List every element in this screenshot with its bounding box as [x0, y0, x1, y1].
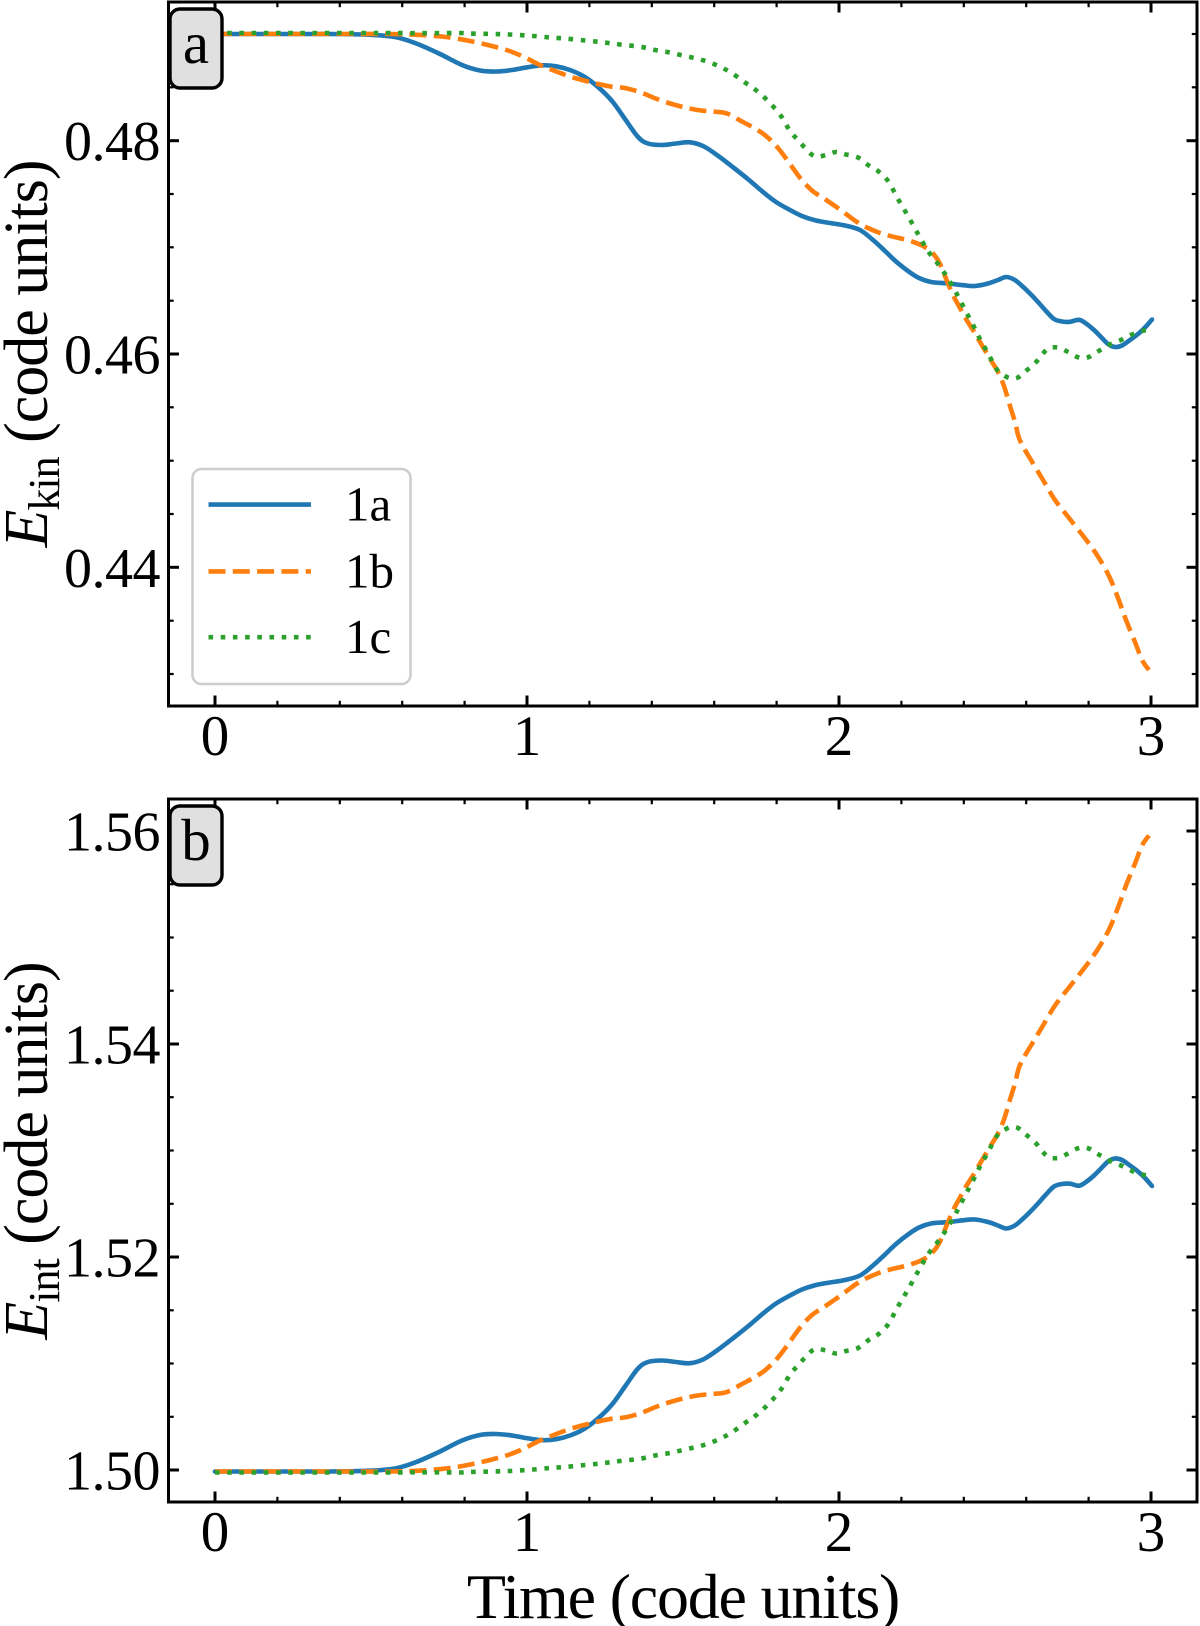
svg-text:Time (code units): Time (code units) [467, 1561, 899, 1626]
svg-text:Ekin (code units): Ekin (code units) [0, 160, 69, 548]
svg-text:0.44: 0.44 [64, 538, 161, 600]
svg-text:Eint (code units): Eint (code units) [0, 962, 69, 1340]
svg-text:3: 3 [1137, 1501, 1166, 1564]
svg-text:a: a [183, 10, 209, 76]
svg-text:1c: 1c [345, 609, 391, 664]
svg-text:0.48: 0.48 [64, 111, 160, 173]
svg-text:1: 1 [513, 1501, 542, 1564]
svg-text:1.56: 1.56 [64, 802, 160, 864]
svg-text:1.54: 1.54 [64, 1015, 161, 1077]
svg-text:2: 2 [825, 705, 854, 768]
svg-text:b: b [181, 807, 211, 873]
svg-text:1: 1 [513, 705, 542, 768]
svg-text:1a: 1a [345, 477, 392, 532]
svg-text:0: 0 [201, 705, 230, 768]
svg-text:2: 2 [825, 1501, 854, 1564]
svg-text:0.46: 0.46 [64, 325, 160, 387]
svg-text:1.50: 1.50 [64, 1441, 160, 1503]
svg-text:1.52: 1.52 [64, 1228, 160, 1290]
svg-text:0: 0 [201, 1501, 230, 1564]
svg-text:3: 3 [1137, 705, 1166, 768]
svg-text:1b: 1b [345, 543, 394, 598]
